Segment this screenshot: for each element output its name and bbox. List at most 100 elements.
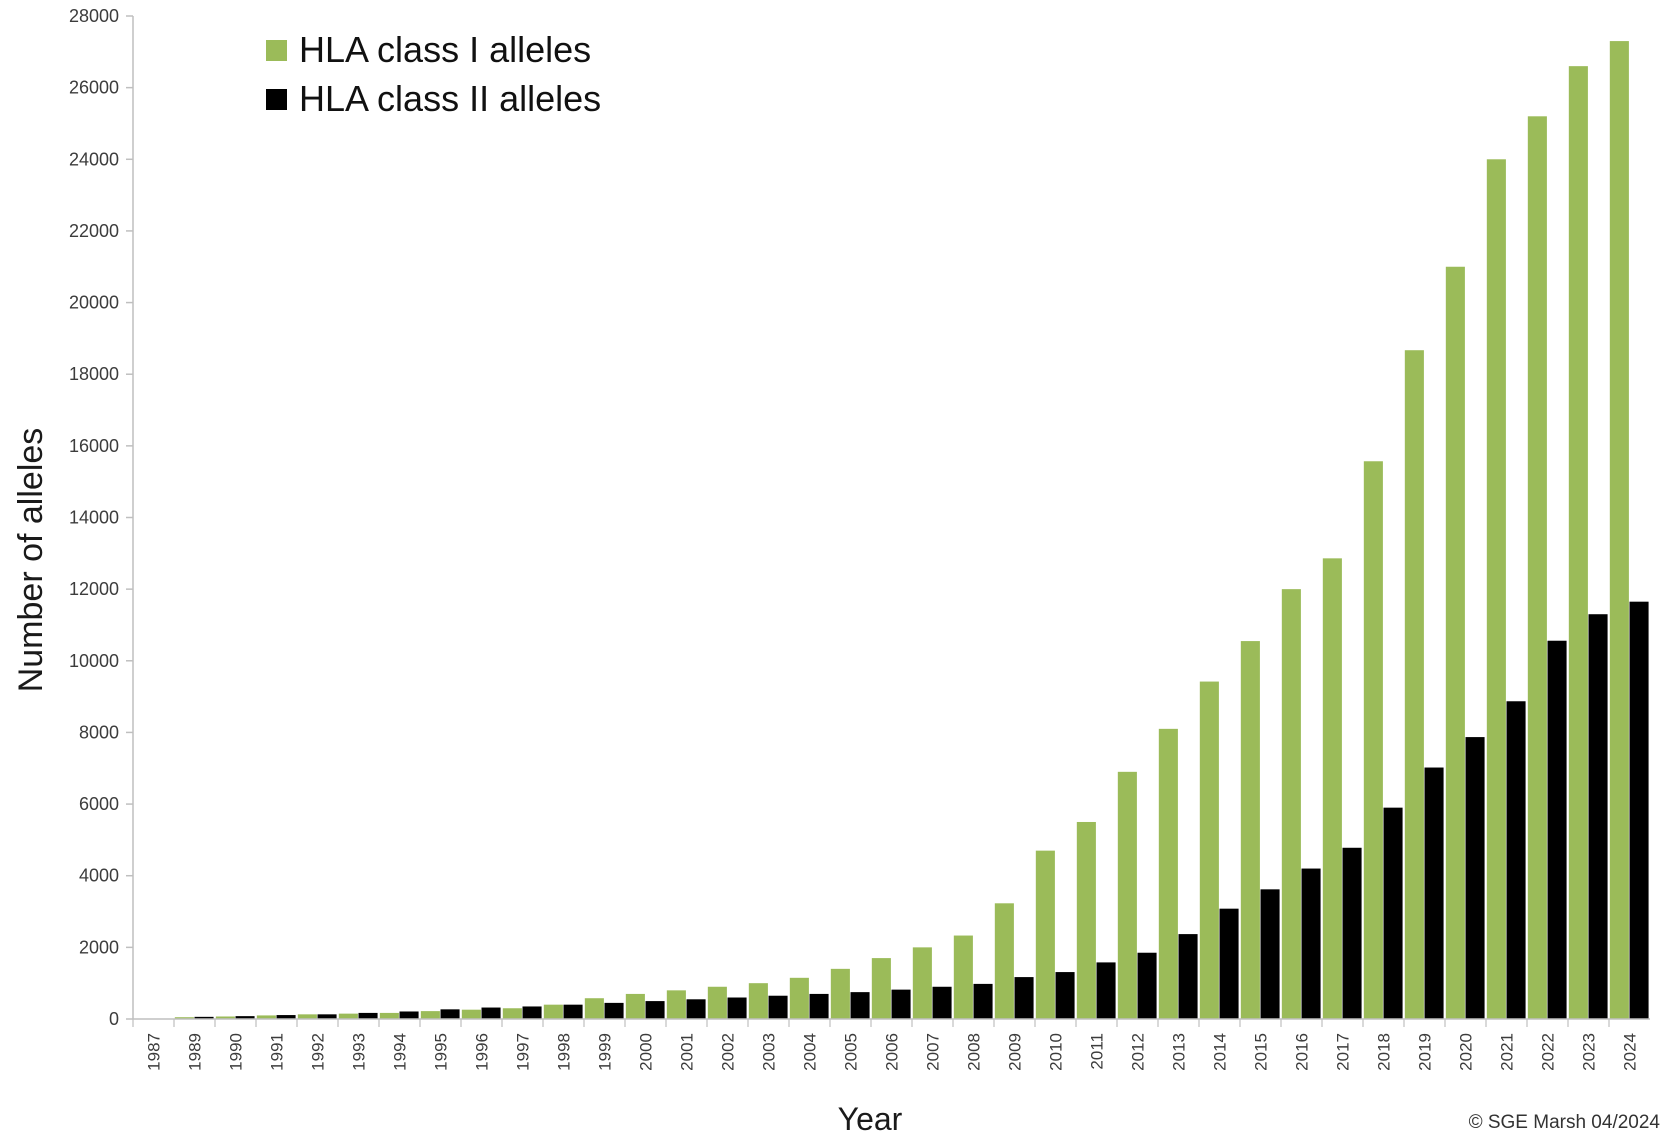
bar-class-ii-1995 xyxy=(440,1009,460,1019)
bar-class-i-1999 xyxy=(584,998,604,1019)
bar-class-ii-2010 xyxy=(1055,972,1075,1019)
bar-class-i-2018 xyxy=(1363,461,1383,1019)
x-tick-label: 2021 xyxy=(1498,1033,1517,1071)
bar-class-ii-2021 xyxy=(1506,701,1526,1019)
x-tick-label: 2018 xyxy=(1375,1033,1394,1071)
legend-label-class-ii: HLA class II alleles xyxy=(299,78,601,119)
bar-class-i-1993 xyxy=(338,1013,358,1019)
y-tick-label: 26000 xyxy=(69,78,119,98)
x-tick-label: 2014 xyxy=(1211,1033,1230,1071)
x-tick-label: 2022 xyxy=(1539,1033,1558,1071)
x-tick-label: 2005 xyxy=(842,1033,861,1071)
x-tick-label: 1999 xyxy=(596,1033,615,1071)
bar-class-ii-1992 xyxy=(317,1014,337,1019)
bar-class-i-2008 xyxy=(953,935,973,1019)
bar-class-ii-2013 xyxy=(1178,934,1198,1019)
bar-class-i-2002 xyxy=(707,986,727,1019)
x-tick-label: 2019 xyxy=(1416,1033,1435,1071)
y-tick-label: 4000 xyxy=(79,866,119,886)
bar-class-ii-2024 xyxy=(1629,601,1649,1019)
x-tick-label: 2003 xyxy=(760,1033,779,1071)
bar-class-ii-2007 xyxy=(932,986,952,1019)
bar-class-ii-2020 xyxy=(1465,737,1485,1019)
bar-class-i-2009 xyxy=(994,903,1014,1019)
bar-class-i-2000 xyxy=(625,993,645,1019)
x-tick-label: 1996 xyxy=(473,1033,492,1071)
bar-class-i-2011 xyxy=(1076,821,1096,1019)
bar-class-i-2012 xyxy=(1117,771,1137,1019)
legend-swatch-class-i xyxy=(266,40,287,61)
y-tick-label: 28000 xyxy=(69,6,119,26)
bar-class-i-2015 xyxy=(1240,641,1260,1019)
bar-class-ii-2005 xyxy=(850,992,870,1019)
x-axis-ticks: 1987 1989 1990 1991 1992 1993 1994 1995 1996 1997… xyxy=(132,1019,1640,1071)
bar-class-ii-2012 xyxy=(1137,952,1157,1019)
bar-class-i-2016 xyxy=(1281,589,1301,1019)
x-tick-label: 1997 xyxy=(514,1033,533,1071)
bar-class-ii-1993 xyxy=(358,1012,378,1019)
bar-class-i-2020 xyxy=(1445,266,1465,1019)
bar-class-ii-2019 xyxy=(1424,767,1444,1019)
y-tick-label: 18000 xyxy=(69,364,119,384)
bar-class-i-1991 xyxy=(256,1015,276,1019)
bar-class-ii-1999 xyxy=(604,1002,624,1019)
y-tick-label: 22000 xyxy=(69,221,119,241)
y-axis-ticks: 0 2000 4000 6000 8000 10000 12000 14000 16000 180… xyxy=(69,6,133,1029)
bar-class-i-2006 xyxy=(871,958,891,1019)
bar-class-ii-1996 xyxy=(481,1007,501,1019)
x-tick-label: 1994 xyxy=(391,1033,410,1071)
x-tick-label: 1987 xyxy=(145,1033,164,1071)
legend-swatch-class-ii xyxy=(266,89,287,110)
x-axis-title: Year xyxy=(838,1101,903,1137)
bar-class-ii-1998 xyxy=(563,1004,583,1019)
bar-class-i-1992 xyxy=(297,1014,317,1019)
bar-class-i-2010 xyxy=(1035,850,1055,1019)
legend-label-class-i: HLA class I alleles xyxy=(299,29,591,70)
x-tick-label: 2020 xyxy=(1457,1033,1476,1071)
x-tick-label: 2023 xyxy=(1580,1033,1599,1071)
bar-class-i-1994 xyxy=(379,1012,399,1019)
copyright-credit: © SGE Marsh 04/2024 xyxy=(1469,1112,1661,1133)
bar-class-i-2013 xyxy=(1158,728,1178,1019)
bar-class-ii-2023 xyxy=(1588,614,1608,1019)
bar-class-i-2023 xyxy=(1568,66,1588,1019)
x-tick-label: 2000 xyxy=(637,1033,656,1071)
bar-class-i-2014 xyxy=(1199,681,1219,1019)
bar-class-i-2021 xyxy=(1486,159,1506,1020)
y-tick-label: 0 xyxy=(109,1009,119,1029)
y-tick-label: 6000 xyxy=(79,794,119,814)
bar-class-ii-2022 xyxy=(1547,640,1567,1019)
bar-class-ii-2004 xyxy=(809,993,829,1019)
y-tick-label: 20000 xyxy=(69,293,119,313)
bar-class-i-1997 xyxy=(502,1008,522,1019)
x-tick-label: 2024 xyxy=(1621,1033,1640,1071)
x-tick-label: 2007 xyxy=(924,1033,943,1071)
x-tick-label: 1998 xyxy=(555,1033,574,1071)
x-tick-label: 1995 xyxy=(432,1033,451,1071)
bar-class-ii-2000 xyxy=(645,1001,665,1019)
bar-class-i-2003 xyxy=(748,983,768,1019)
bar-class-i-1995 xyxy=(420,1011,440,1019)
bar-class-ii-1990 xyxy=(235,1016,255,1019)
bar-class-i-2007 xyxy=(912,947,932,1019)
bar-class-i-1996 xyxy=(461,1009,481,1019)
bar-class-i-2001 xyxy=(666,990,686,1019)
bar-class-ii-2014 xyxy=(1219,908,1239,1019)
bar-class-ii-1989 xyxy=(194,1016,214,1019)
y-tick-label: 2000 xyxy=(79,937,119,957)
bar-class-i-2022 xyxy=(1527,116,1547,1020)
x-tick-label: 2001 xyxy=(678,1033,697,1071)
x-tick-label: 2009 xyxy=(1006,1033,1025,1071)
x-tick-label: 2013 xyxy=(1170,1033,1189,1071)
bar-class-ii-2006 xyxy=(891,989,911,1019)
x-tick-label: 2016 xyxy=(1293,1033,1312,1071)
bar-class-i-1998 xyxy=(543,1004,563,1019)
bar-class-ii-2003 xyxy=(768,995,788,1019)
bar-class-ii-1991 xyxy=(276,1015,296,1019)
y-tick-label: 24000 xyxy=(69,149,119,169)
y-tick-label: 16000 xyxy=(69,436,119,456)
y-tick-label: 12000 xyxy=(69,579,119,599)
x-tick-label: 2010 xyxy=(1047,1033,1066,1071)
bar-class-ii-1994 xyxy=(399,1011,419,1019)
